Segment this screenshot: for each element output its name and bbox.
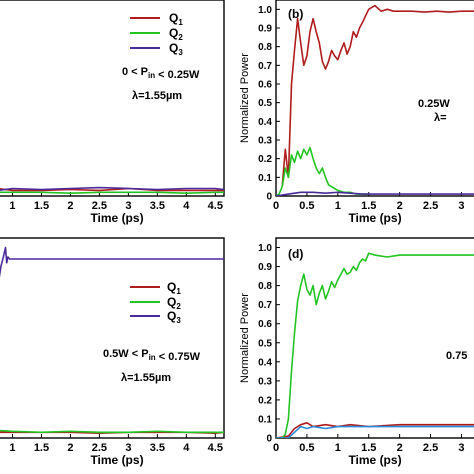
- plot-frame: [0, 237, 225, 439]
- series-line-q3: [0, 246, 224, 278]
- x-tick-label: 4.5: [208, 442, 223, 454]
- series-line-q3: [276, 191, 474, 196]
- annotation-text: λ=: [434, 112, 447, 124]
- y-tick-label: 0.2: [258, 154, 272, 165]
- legend-label: Q2: [169, 26, 183, 42]
- x-tick-label: 1.5: [34, 200, 49, 212]
- series-line-q1: [0, 187, 224, 192]
- plot-frame: [275, 0, 474, 197]
- annotation-text: 0.25W: [418, 98, 450, 110]
- x-tick-label: 1: [9, 442, 15, 454]
- x-tick-label: 2: [397, 200, 403, 212]
- annotation-text: λ=1.55µm: [121, 372, 171, 384]
- series-line-q2: [276, 146, 369, 196]
- panel-label: (d): [288, 247, 303, 261]
- y-tick-label: 0.1: [258, 414, 272, 425]
- panel-label: (b): [288, 7, 303, 21]
- x-tick-label: 1: [335, 200, 341, 212]
- x-tick-label: 3: [458, 442, 464, 454]
- legend-label: Q2: [167, 295, 181, 311]
- x-tick-label: 0: [273, 442, 279, 454]
- x-axis-label: Time (ps): [90, 211, 143, 225]
- x-tick-label: 1.5: [34, 442, 49, 454]
- x-tick-label: 1.5: [361, 442, 376, 454]
- plot-frame: [0, 0, 225, 197]
- x-tick-label: 4.5: [208, 200, 223, 212]
- y-tick-label: 0.6: [258, 80, 272, 91]
- y-tick-label: 0.9: [258, 24, 272, 35]
- legend-label: Q3: [169, 41, 183, 57]
- x-tick-label: 0: [273, 200, 279, 212]
- x-tick-label: 1: [335, 442, 341, 454]
- annotation-text: 0 < Pin < 0.25W: [122, 66, 200, 81]
- x-tick-label: 1.5: [361, 200, 376, 212]
- x-tick-label: 2.5: [423, 442, 438, 454]
- y-tick-label: 0.9: [258, 262, 272, 273]
- legend-label: Q3: [167, 309, 181, 325]
- y-tick-label: 0.4: [258, 117, 272, 128]
- panel-d: 0 0.5 1 1.5 2 2.5 3 0 0.1 0.2 0.3 0.4 0.5 0.6 0.7 0.8 0.…: [239, 237, 474, 467]
- series-line-q1: [276, 421, 474, 438]
- legend-label: Q1: [169, 11, 183, 27]
- series-line-q1: [281, 4, 474, 187]
- x-tick-label: 2.5: [423, 200, 438, 212]
- y-tick-label: 0.5: [258, 98, 272, 109]
- x-tick-label: 2: [397, 442, 403, 454]
- series-line-q2: [0, 191, 224, 194]
- panel-b: 0 0.5 1 1.5 2 2.5 3 0 0.1 0.2 0.3 0.4 0.5 0.6 0.7 0.8 0.…: [239, 0, 474, 225]
- y-tick-label: 0.4: [258, 357, 272, 368]
- legend-label: Q1: [167, 280, 181, 296]
- x-tick-label: 4: [183, 442, 190, 454]
- y-tick-label: 0.1: [258, 173, 272, 184]
- plot-frame: [275, 237, 474, 439]
- y-tick-label: 0.2: [258, 395, 272, 406]
- x-tick-label: 2.5: [92, 442, 107, 454]
- x-tick-label: 4: [183, 200, 190, 212]
- y-tick-label: 0.5: [258, 338, 272, 349]
- x-axis-label: Time (ps): [90, 453, 143, 467]
- x-tick-label: 2: [67, 442, 73, 454]
- panel-c: 1 1.5 2 2.5 3 3.5 4 4.5 Time (ps) 0.5W < Pin < 0.…: [0, 237, 225, 467]
- x-axis-label: Time (ps): [348, 453, 401, 467]
- y-tick-label: 0.6: [258, 319, 272, 330]
- x-tick-label: 1: [9, 200, 15, 212]
- y-tick-label: 0: [266, 192, 272, 203]
- x-tick-label: 2: [67, 200, 73, 212]
- y-tick-label: 1.0: [258, 5, 272, 16]
- y-tick-label: 0.8: [258, 42, 272, 53]
- x-tick-label: 0.5: [299, 200, 314, 212]
- y-tick-label: 1.0: [258, 243, 272, 254]
- x-tick-label: 3.5: [150, 442, 165, 454]
- x-tick-label: 2.5: [92, 200, 107, 212]
- y-tick-label: 0.7: [258, 300, 272, 311]
- panel-a: 1 1.5 2 2.5 3 3.5 4 4.5 Time (ps) 0 < Pin < 0.25W…: [0, 0, 225, 225]
- x-tick-label: 3.5: [150, 200, 165, 212]
- annotation-text: 0.75: [446, 350, 467, 362]
- y-tick-label: 0.7: [258, 61, 272, 72]
- x-tick-label: 3: [125, 200, 131, 212]
- x-axis-label: Time (ps): [348, 211, 401, 225]
- y-tick-label: 0.8: [258, 281, 272, 292]
- series-line-q2: [0, 429, 224, 434]
- y-axis-label: Normalized Power: [239, 293, 251, 383]
- series-line-q3: [0, 186, 224, 191]
- y-tick-label: 0: [266, 434, 272, 445]
- series-line-q2: [276, 252, 474, 438]
- y-tick-label: 0.3: [258, 136, 272, 147]
- x-tick-label: 3: [125, 442, 131, 454]
- y-axis-label: Normalized Power: [239, 53, 251, 143]
- annotation-text: 0.5W < Pin < 0.75W: [103, 348, 201, 363]
- x-tick-label: 0.5: [299, 442, 314, 454]
- annotation-text: λ=1.55µm: [132, 90, 182, 102]
- series-line-q3: [276, 425, 474, 438]
- y-tick-label: 0.3: [258, 376, 272, 387]
- x-tick-label: 3: [458, 200, 464, 212]
